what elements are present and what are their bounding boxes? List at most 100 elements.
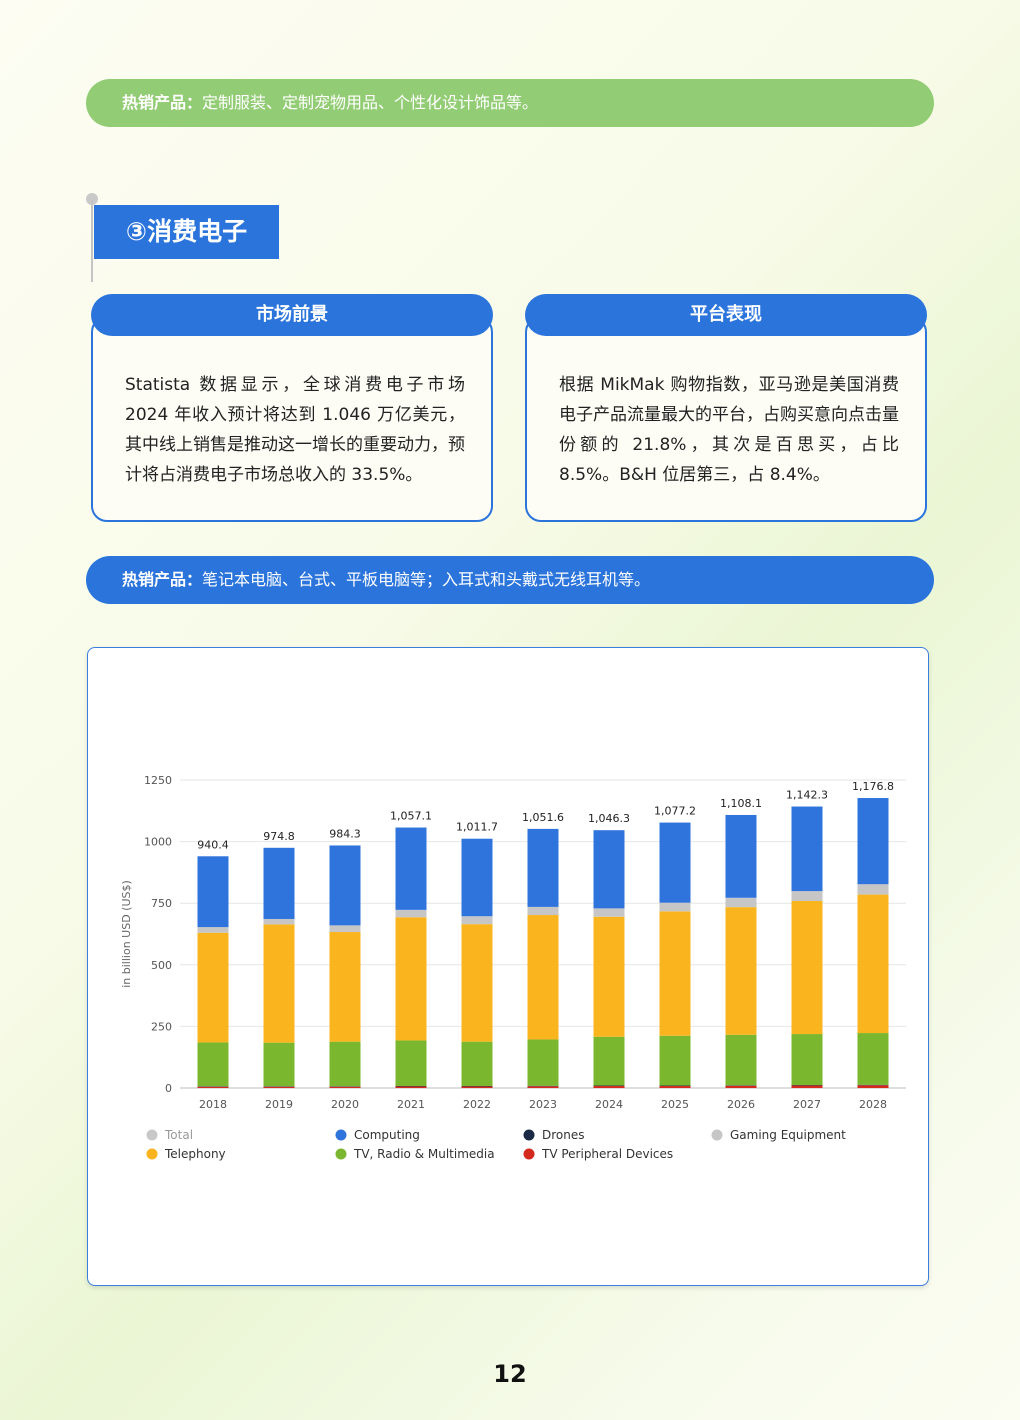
legend-swatch xyxy=(146,1148,158,1160)
total-value-label: 974.8 xyxy=(263,830,295,843)
bar-segment xyxy=(461,1086,493,1088)
x-tick-label: 2023 xyxy=(529,1098,557,1111)
bar-segment xyxy=(263,924,295,1043)
y-tick-label: 250 xyxy=(151,1020,172,1033)
bar-segment xyxy=(659,902,691,912)
bar-segment xyxy=(263,847,295,919)
legend-swatch xyxy=(523,1129,535,1141)
legend-label: TV Peripheral Devices xyxy=(541,1147,673,1161)
section-title: ③消费电子 xyxy=(94,205,279,259)
x-tick-label: 2026 xyxy=(727,1098,755,1111)
section-marker-dot xyxy=(86,193,98,205)
bar-segment xyxy=(593,1086,625,1088)
page-number: 12 xyxy=(493,1360,527,1388)
card-frame xyxy=(525,316,927,522)
y-tick-label: 1000 xyxy=(144,836,172,849)
bar-segment xyxy=(329,845,361,926)
bar-segment xyxy=(791,806,823,892)
bar-segment xyxy=(527,1086,559,1088)
hot-products-text: 定制服装、定制宠物用品、个性化设计饰品等。 xyxy=(202,93,539,112)
section-marker-line xyxy=(91,200,93,282)
total-value-label: 1,011.7 xyxy=(456,821,498,834)
total-value-label: 1,077.2 xyxy=(654,805,696,818)
bar-segment xyxy=(791,891,823,901)
bar-segment xyxy=(857,884,889,895)
total-value-label: 1,057.1 xyxy=(390,810,432,823)
chart-panel: 0 250 500 750 1000 1250 in billion USD (US$) 20… xyxy=(87,647,929,1286)
x-tick-label: 2027 xyxy=(793,1098,821,1111)
total-value-label: 1,046.3 xyxy=(588,812,630,825)
legend-swatch xyxy=(335,1148,347,1160)
bar-segment xyxy=(725,1034,757,1086)
bar-segment xyxy=(329,1086,361,1088)
bar-segment xyxy=(263,918,295,925)
y-axis-label: in billion USD (US$) xyxy=(120,880,133,988)
bar-segment xyxy=(857,798,889,885)
bar-segment xyxy=(791,1034,823,1086)
bar-segment xyxy=(527,1039,559,1086)
y-tick-label: 750 xyxy=(151,897,172,910)
x-tick-label: 2022 xyxy=(463,1098,491,1111)
y-tick-label: 500 xyxy=(151,959,172,972)
bar-segment xyxy=(593,916,625,1037)
bar-segment xyxy=(527,906,559,916)
hot-products-text: 笔记本电脑、台式、平板电脑等；入耳式和头戴式无线耳机等。 xyxy=(202,570,651,589)
x-tick-label: 2028 xyxy=(859,1098,887,1111)
hot-products-label: 热销产品： xyxy=(122,93,203,112)
bar-segment xyxy=(527,828,559,907)
x-tick-label: 2021 xyxy=(397,1098,425,1111)
legend-label: Drones xyxy=(542,1128,585,1142)
total-value-label: 1,051.6 xyxy=(522,811,564,824)
legend-label: Telephony xyxy=(164,1147,226,1161)
bar-segment xyxy=(461,838,493,917)
total-value-label: 1,142.3 xyxy=(786,789,828,802)
bar-segment xyxy=(857,894,889,1034)
legend-label: Gaming Equipment xyxy=(730,1128,846,1142)
y-tick-label: 0 xyxy=(165,1082,172,1095)
total-value-label: 1,108.1 xyxy=(720,797,762,810)
card-title: 市场前景 xyxy=(91,294,493,336)
bar-segment xyxy=(395,917,427,1041)
total-value-label: 1,176.8 xyxy=(852,780,894,793)
bar-segment xyxy=(725,814,757,898)
total-value-label: 940.4 xyxy=(197,838,229,851)
market-outlook-card: 市场前景 Statista 数据显示，全球消费电子市场 2024 年收入预计将达… xyxy=(91,294,493,522)
bar-segment xyxy=(725,1085,757,1088)
card-body: Statista 数据显示，全球消费电子市场 2024 年收入预计将达到 1.0… xyxy=(125,375,465,485)
bar-segment xyxy=(659,1035,691,1086)
stacked-bar-chart: 0 250 500 750 1000 1250 in billion USD (US$) 20… xyxy=(120,774,906,1161)
platform-performance-card: 平台表现 根据 MikMak 购物指数，亚马逊是美国消费电子产品流量最大的平台，… xyxy=(525,294,927,522)
x-tick-label: 2018 xyxy=(199,1098,227,1111)
bar-segment xyxy=(857,1033,889,1085)
bar-segment xyxy=(659,911,691,1036)
legend-swatch xyxy=(711,1129,723,1141)
bar-segment xyxy=(659,1086,691,1088)
bar-segment xyxy=(329,932,361,1042)
x-tick-label: 2020 xyxy=(331,1098,359,1111)
hot-products-banner-custom: 热销产品：定制服装、定制宠物用品、个性化设计饰品等。 xyxy=(86,79,934,127)
x-tick-label: 2025 xyxy=(661,1098,689,1111)
hot-products-label: 热销产品： xyxy=(122,570,203,589)
bar-segment xyxy=(197,927,229,933)
legend-swatch xyxy=(523,1148,535,1160)
bar-segment xyxy=(461,916,493,925)
bar-segment xyxy=(197,856,229,928)
bar-segment xyxy=(725,907,757,1035)
x-tick-label: 2024 xyxy=(595,1098,623,1111)
legend-label: Total xyxy=(164,1128,193,1142)
bar-segment xyxy=(395,909,427,918)
bar-segment xyxy=(263,1042,295,1087)
bar-segment xyxy=(791,1085,823,1088)
bar-segment xyxy=(461,924,493,1042)
bar-segment xyxy=(395,1040,427,1087)
bar-segment xyxy=(395,1086,427,1088)
legend-swatch xyxy=(335,1129,347,1141)
bar-segment xyxy=(659,822,691,903)
bar-segment xyxy=(197,1042,229,1087)
bar-segment xyxy=(197,932,229,1043)
bar-segment xyxy=(593,830,625,909)
y-tick-label: 1250 xyxy=(144,774,172,787)
legend-label: Computing xyxy=(354,1128,420,1142)
bar-segment xyxy=(329,925,361,933)
bar-segment xyxy=(593,1036,625,1086)
